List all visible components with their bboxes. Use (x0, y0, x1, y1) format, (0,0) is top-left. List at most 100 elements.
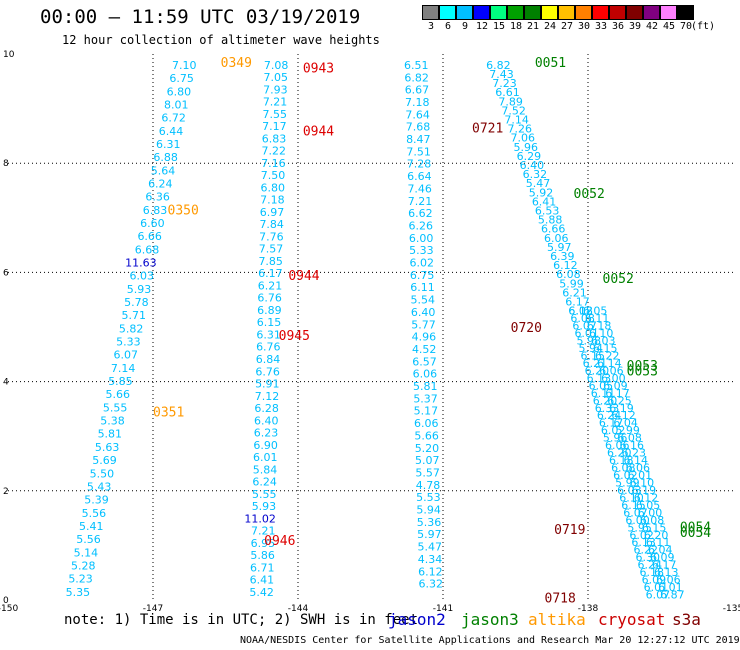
wave-height-point: 5.57 (415, 466, 440, 479)
wave-height-point: 6.03 (617, 484, 642, 497)
wave-height-point: 5.07 (415, 454, 440, 467)
wave-height-point: 6.04 (613, 417, 638, 430)
wave-height-point: 5.97 (547, 241, 572, 254)
wave-height-point: 5.43 (87, 480, 112, 493)
colorbar-unit: (ft) (691, 21, 716, 32)
wave-height-point: 6.00 (638, 506, 663, 519)
wave-height-point: 6.02 (613, 469, 638, 482)
colorbar-label: 12 (475, 21, 489, 32)
wave-height-point: 5.97 (417, 528, 442, 541)
wave-height-point: 6.80 (167, 85, 192, 98)
x-tick-label: -135 (723, 604, 740, 614)
wave-height-point: 6.60 (140, 217, 165, 230)
y-tick-label: 6 (3, 268, 9, 278)
wave-height-point: 6.18 (587, 320, 612, 333)
wave-height-point: 5.63 (95, 441, 120, 454)
wave-height-point: 6.12 (568, 305, 593, 318)
wave-height-point: 6.08 (611, 462, 636, 475)
wave-height-point: 7.46 (407, 182, 432, 195)
wave-height-point: 7.43 (489, 68, 514, 81)
wave-height-point: 6.83 (143, 204, 168, 217)
pass-time-label: 0719 (554, 523, 585, 538)
pass-time-label: 0052 (574, 187, 605, 202)
wave-height-point: 7.52 (501, 104, 526, 117)
colorbar-swatch (456, 5, 473, 20)
wave-height-point: 6.40 (254, 414, 279, 427)
x-tick-label: -141 (433, 604, 453, 614)
wave-height-point: 7.14 (111, 362, 136, 375)
wave-height-point: 6.28 (254, 402, 279, 415)
wave-height-point: 6.68 (135, 243, 160, 256)
wave-height-point: 6.62 (408, 207, 433, 220)
x-tick-label: -147 (143, 604, 163, 614)
colorbar-label: 21 (526, 21, 540, 32)
wave-height-point: 5.55 (252, 488, 277, 501)
wave-height-point: 6.80 (260, 181, 285, 194)
wave-height-point: 6.17 (605, 387, 630, 400)
wave-height-point: 6.76 (256, 341, 281, 354)
wave-height-point: 6.40 (520, 159, 545, 172)
wave-height-point: 5.66 (414, 429, 439, 442)
wave-height-point: 7.05 (263, 71, 288, 84)
wave-height-point: 5.81 (98, 428, 123, 441)
wave-height-point: 6.00 (601, 372, 626, 385)
wave-height-point: 6.25 (607, 394, 632, 407)
pass-time-label: 0721 (472, 122, 503, 137)
wave-height-point: 6.31 (256, 328, 281, 341)
wave-height-point: 5.94 (416, 504, 441, 517)
colorbar-swatch (677, 5, 694, 20)
wave-height-point: 6.61 (495, 86, 520, 99)
wave-height-point: 6.06 (656, 574, 681, 587)
colorbar-swatch (643, 5, 660, 20)
wave-height-point: 4.34 (418, 553, 443, 566)
colorbar-label: 9 (461, 21, 469, 32)
wave-height-point: 5.35 (66, 586, 91, 599)
wave-height-point: 6.08 (568, 305, 593, 318)
colorbar-swatch (439, 5, 456, 20)
wave-height-point: 6.04 (648, 544, 673, 557)
wave-height-point: 6.21 (562, 286, 587, 299)
colorbar-label: 24 (543, 21, 557, 32)
wave-height-point: 6.32 (523, 168, 548, 181)
wave-height-point: 5.47 (417, 541, 442, 554)
wave-height-point: 7.76 (259, 230, 284, 243)
wave-height-point: 6.41 (250, 574, 275, 587)
wave-height-point: 6.22 (595, 349, 620, 362)
colorbar-swatch (558, 5, 575, 20)
wave-height-point: 5.96 (603, 432, 628, 445)
wave-height-point: 6.17 (258, 267, 283, 280)
wave-height-point: 6.11 (410, 281, 435, 294)
y-tick-label: 0 (3, 596, 9, 606)
wave-height-point: 6.07 (623, 506, 648, 519)
wave-height-point: 7.85 (258, 255, 283, 268)
wave-height-point: 6.53 (535, 205, 560, 218)
legend-jason2: jason2 (388, 610, 446, 629)
wave-height-point: 6.39 (550, 250, 575, 263)
colorbar-label: 36 (611, 21, 625, 32)
wave-height-point: 11.02 (244, 512, 276, 525)
wave-height-point: 6.02 (629, 529, 654, 542)
colorbar-swatch (541, 5, 558, 20)
wave-height-point: 7.50 (261, 169, 286, 182)
wave-height-point: 6.00 (409, 232, 434, 245)
colorbar-swatch (592, 5, 609, 20)
wave-height-point: 6.08 (640, 514, 665, 527)
wave-height-point: 6.76 (257, 292, 282, 305)
wave-height-point: 6.20 (593, 394, 618, 407)
wave-height-point: 6.87 (660, 589, 685, 602)
wave-height-point: 6.24 (638, 559, 663, 572)
wave-height-point: 7.14 (504, 114, 529, 127)
wave-height-point: 6.13 (587, 372, 612, 385)
pass-time-label: 0718 (545, 591, 576, 606)
wave-height-point: 5.39 (84, 494, 109, 507)
wave-height-point: 6.40 (411, 306, 436, 319)
wave-height-point: 5.23 (68, 573, 93, 586)
wave-height-point: 6.82 (404, 71, 429, 84)
wave-height-point: 5.14 (74, 546, 99, 559)
wave-height-point: 5.17 (414, 405, 439, 418)
wave-height-point: 5.54 (411, 294, 436, 307)
wave-height-point: 5.99 (615, 424, 640, 437)
pass-time-label: 0351 (153, 406, 184, 421)
y-tick-label: 2 (3, 487, 9, 497)
pass-time-label: 0053 (627, 365, 658, 380)
